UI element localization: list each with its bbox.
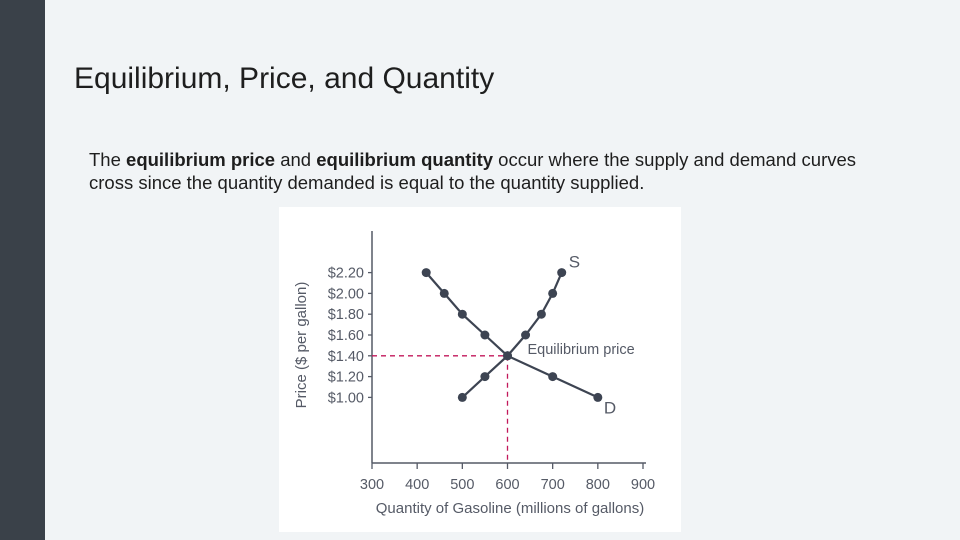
- chart-svg: $1.00 $1.20 $1.40 $1.60 $1.80 $2.00 $2.20 300 40…: [293, 231, 655, 517]
- slide-body-text: The equilibrium price and equilibrium qu…: [89, 148, 859, 194]
- y-axis-title: Price ($ per gallon): [293, 282, 310, 409]
- body-text-3: occur where the supply and demand curves…: [89, 149, 857, 193]
- series-point-d: [548, 372, 558, 382]
- series-point-s: [457, 392, 467, 402]
- chart-series: [421, 268, 603, 402]
- supply-demand-chart: $1.00 $1.20 $1.40 $1.60 $1.80 $2.00 $2.20 300 40…: [279, 207, 681, 532]
- series-point-d: [593, 392, 603, 402]
- series-point-s: [536, 309, 546, 319]
- y-tick-label: $1.60: [328, 328, 364, 344]
- body-bold-equilibrium-quantity: equilibrium quantity: [316, 149, 494, 170]
- x-axis-title: Quantity of Gasoline (millions of gallon…: [376, 500, 644, 517]
- series-point-s: [548, 288, 558, 298]
- x-tick-label: 400: [405, 477, 429, 493]
- body-bold-equilibrium-price: equilibrium price: [126, 149, 276, 170]
- series-label-s: S: [569, 253, 580, 272]
- series-point-d: [439, 288, 449, 298]
- series-point-s: [480, 372, 490, 382]
- body-text-2: and: [275, 149, 317, 170]
- series-label-d: D: [604, 398, 616, 417]
- y-tick-label: $2.20: [328, 266, 364, 282]
- series-line-s: [461, 272, 563, 399]
- series-point-d: [503, 351, 512, 361]
- sidebar-strip: [0, 0, 45, 540]
- series-point-s: [521, 330, 531, 340]
- x-tick-label: 300: [360, 477, 384, 493]
- y-tick-label: $1.00: [328, 390, 364, 406]
- body-text-1: The: [89, 149, 127, 170]
- y-tick-label: $2.00: [328, 286, 364, 302]
- chart-labels: $1.00 $1.20 $1.40 $1.60 $1.80 $2.00 $2.20 300 40…: [293, 253, 655, 517]
- equilibrium-guides: [372, 355, 509, 463]
- x-tick-label: 800: [586, 477, 610, 493]
- series-point-d: [480, 330, 490, 340]
- slide-title: Equilibrium, Price, and Quantity: [74, 62, 495, 95]
- y-tick-label: $1.80: [328, 307, 364, 323]
- series-point-s: [557, 268, 567, 278]
- x-tick-label: 500: [450, 477, 474, 493]
- series-point-d: [457, 309, 467, 319]
- x-tick-label: 600: [495, 477, 519, 493]
- series-line-d: [425, 271, 599, 399]
- x-tick-label: 900: [631, 477, 655, 493]
- y-tick-label: $1.20: [328, 370, 364, 386]
- chart-axes: [368, 231, 646, 469]
- y-tick-label: $1.40: [328, 349, 364, 365]
- series-point-d: [421, 268, 431, 278]
- equilibrium-label: Equilibrium price: [528, 342, 635, 358]
- x-tick-label: 700: [541, 477, 565, 493]
